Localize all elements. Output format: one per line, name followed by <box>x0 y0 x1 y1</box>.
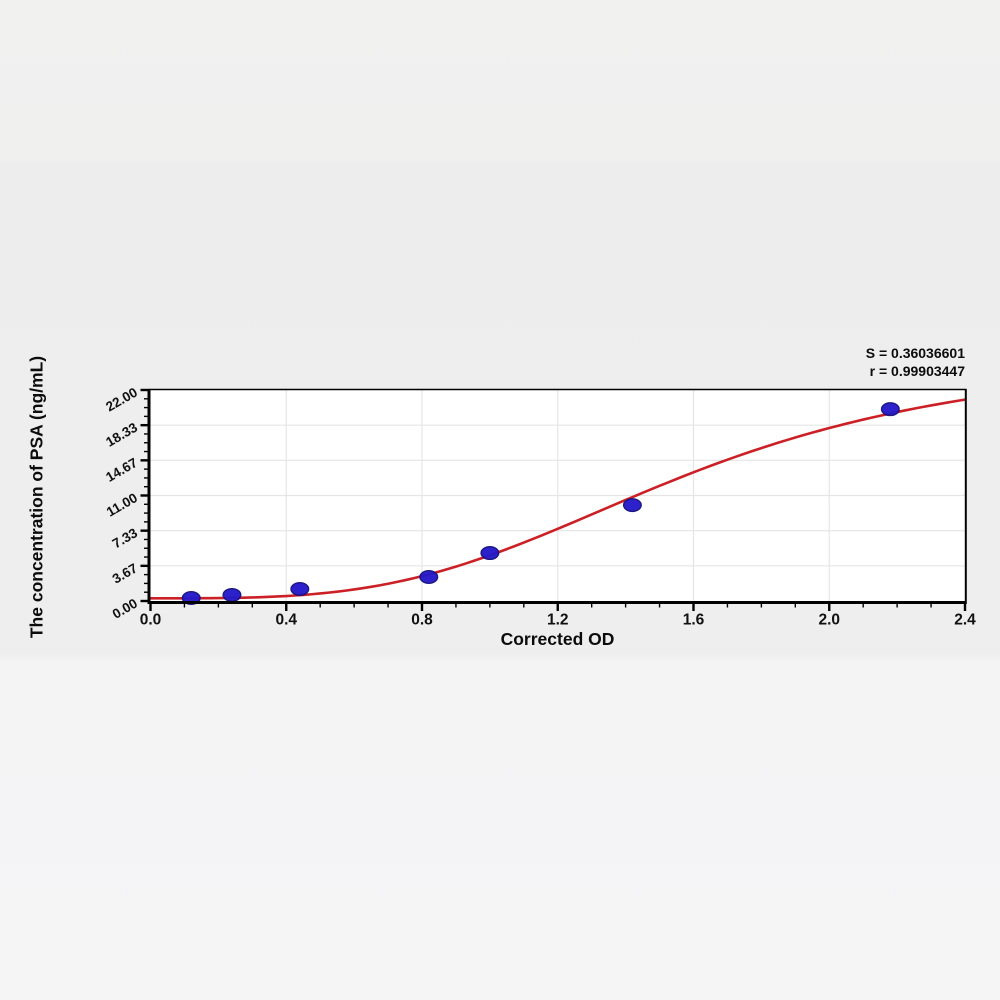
x-tick-label: 2.4 <box>954 612 976 629</box>
data-point <box>880 402 900 417</box>
y-tick-label: 7.33 <box>110 525 141 551</box>
x-tick-label: 2.0 <box>818 612 840 629</box>
data-point <box>290 582 310 597</box>
x-tick-label: 1.6 <box>683 612 705 629</box>
y-tick-label: 22.00 <box>103 385 140 415</box>
y-axis-title: The concentration of PSA (ng/mL) <box>26 355 47 639</box>
y-tick-label: 11.00 <box>104 490 140 520</box>
x-tick-label: 0.4 <box>275 612 297 629</box>
data-point <box>222 587 242 602</box>
y-tick-label: 14.67 <box>103 455 140 485</box>
x-axis-title: Corrected OD <box>500 629 615 649</box>
y-tick-label: 0.00 <box>110 596 140 622</box>
x-tick-label: 0.0 <box>140 612 162 629</box>
fit-r-value: r = 0.99903447 <box>869 363 965 379</box>
fit-s-value: S = 0.36036601 <box>865 345 965 361</box>
x-tick-label: 0.8 <box>411 612 433 629</box>
y-tick-label: 18.33 <box>103 420 140 450</box>
data-point <box>480 546 500 561</box>
fit-curve <box>149 398 967 600</box>
fit-statistics: S = 0.36036601 r = 0.99903447 <box>866 344 965 380</box>
y-tick-label: 3.67 <box>110 560 140 586</box>
data-point <box>419 570 439 585</box>
x-tick-label: 1.2 <box>547 612 569 629</box>
data-point <box>622 498 642 513</box>
